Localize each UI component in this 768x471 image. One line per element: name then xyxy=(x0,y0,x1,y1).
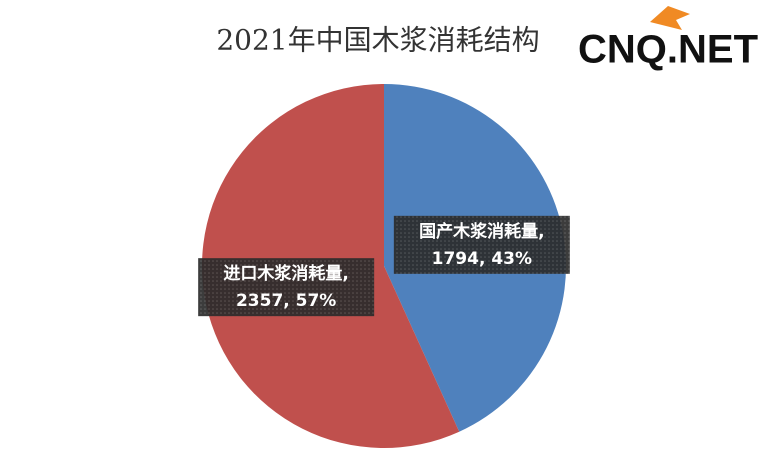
label-box xyxy=(198,258,375,317)
logo-icon xyxy=(650,6,690,30)
chart-title: 2021年中国木浆消耗结构 xyxy=(216,24,539,57)
data-label-value: 1794, 43% xyxy=(432,249,532,269)
data-label-value: 2357, 57% xyxy=(236,291,336,311)
label-box xyxy=(393,215,570,274)
logo: CNQ.NET xyxy=(578,28,758,72)
data-label-category: 进口木浆消耗量, xyxy=(223,263,348,284)
data-label-category: 国产木浆消耗量, xyxy=(419,221,544,242)
